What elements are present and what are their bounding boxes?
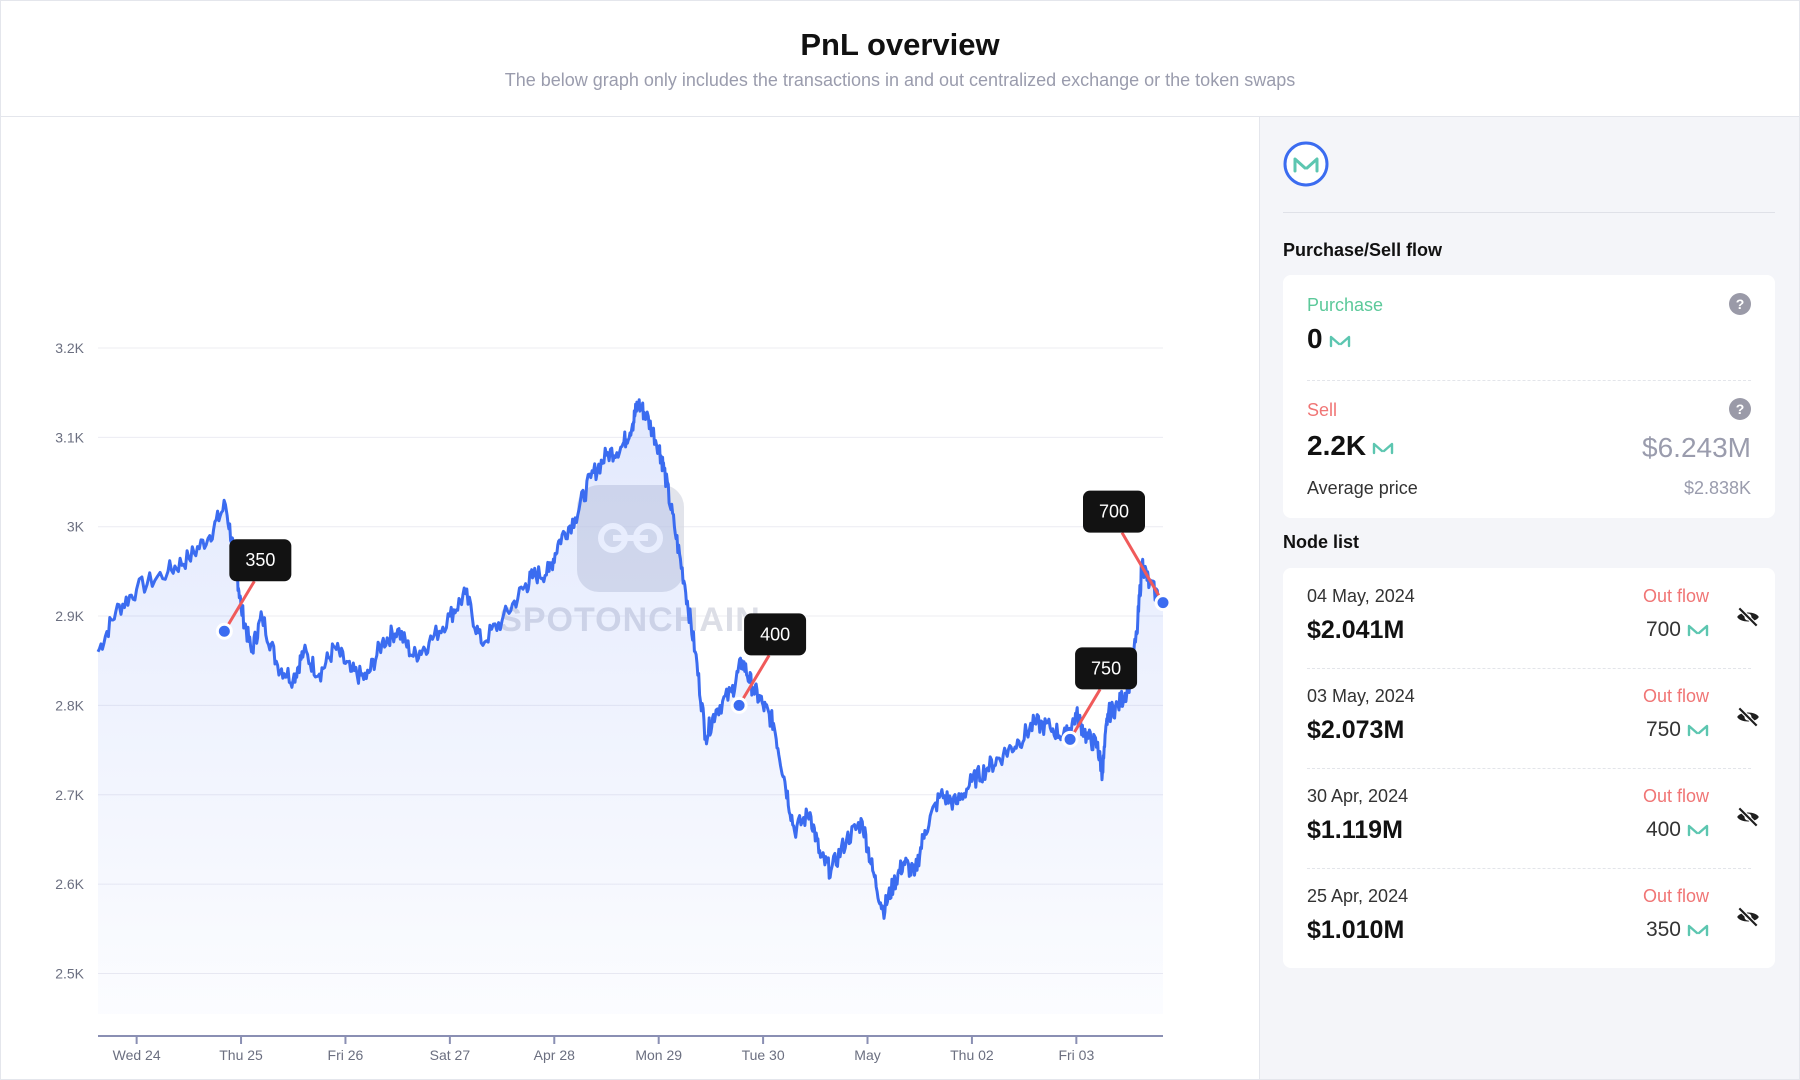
header: PnL overview The below graph only includ… (1, 1, 1799, 117)
node-item[interactable]: 03 May, 2024 $2.073M Out flow 750 (1283, 668, 1775, 768)
annotation-point[interactable] (730, 696, 748, 714)
node-usd: $2.041M (1307, 616, 1405, 644)
node-list-title: Node list (1283, 532, 1360, 552)
sell-value: 2.2K (1307, 430, 1394, 462)
y-tick-label: 3.1K (55, 429, 84, 445)
x-tick-label: Apr 28 (534, 1047, 575, 1063)
node-separator (1307, 868, 1751, 869)
y-tick-label: 3K (67, 519, 85, 535)
y-tick-label: 2.8K (55, 697, 84, 713)
pnl-chart[interactable]: 3.2K3.1K3K2.9K2.8K2.7K2.6K2.5KSPOTONCHAI… (1, 117, 1259, 1079)
side-panel: Purchase/Sell flow Purchase ? 0 Sell ? 2… (1260, 117, 1799, 1079)
node-usd: $2.073M (1307, 716, 1405, 744)
node-date: 30 Apr, 2024 (1307, 786, 1409, 806)
x-tick-label: Mon 29 (635, 1047, 682, 1063)
node-flow: Out flow (1642, 686, 1709, 706)
annotation-box (1083, 490, 1145, 533)
sell-amount: 2.2K (1307, 430, 1367, 461)
node-list-card: 04 May, 2024 $2.041M Out flow 700 03 May… (1283, 568, 1775, 968)
node-amount: 700 (1646, 618, 1709, 642)
hide-eye-icon[interactable] (1735, 604, 1761, 630)
y-tick-label: 3.2K (55, 340, 84, 356)
hide-eye-icon[interactable] (1735, 804, 1761, 830)
mkr-icon (1372, 442, 1394, 454)
x-tick-label: Thu 02 (950, 1047, 994, 1063)
annotation-label: 750 (1091, 658, 1121, 678)
annotation-label: 400 (760, 624, 790, 644)
node-flow: Out flow (1642, 886, 1709, 906)
x-tick-label: Fri 26 (328, 1047, 364, 1063)
node-flow: Out flow (1642, 586, 1709, 606)
node-amount-value: 350 (1645, 918, 1681, 941)
mkr-icon (1687, 825, 1709, 837)
node-amount-value: 700 (1645, 618, 1681, 641)
node-amount: 400 (1646, 818, 1709, 842)
mkr-icon (1687, 925, 1709, 937)
series-line (96, 398, 1165, 920)
node-date: 04 May, 2024 (1307, 586, 1415, 606)
x-tick-label: Sat 27 (430, 1047, 471, 1063)
node-separator (1307, 668, 1751, 669)
purchase-amount: 0 (1307, 323, 1323, 354)
y-tick-label: 2.6K (55, 876, 84, 892)
annotation-point[interactable] (1154, 594, 1172, 612)
maker-token-icon (1283, 141, 1329, 187)
node-usd: $1.010M (1307, 916, 1405, 944)
annotation-connector (1068, 688, 1102, 741)
average-price-label: Average price (1307, 478, 1418, 498)
y-tick-label: 2.9K (55, 608, 84, 624)
series-area (98, 399, 1163, 1014)
node-date: 03 May, 2024 (1307, 686, 1415, 706)
node-separator (1307, 768, 1751, 769)
x-tick-label: Wed 24 (113, 1047, 161, 1063)
sell-usd-value: $6.243M (1642, 432, 1751, 463)
mkr-icon (1687, 725, 1709, 737)
annotation-connector (737, 654, 771, 707)
annotation-label: 700 (1099, 502, 1129, 522)
node-amount-value: 750 (1645, 718, 1681, 741)
annotation-connector (1120, 531, 1165, 604)
node-item[interactable]: 04 May, 2024 $2.041M Out flow 700 (1283, 568, 1775, 668)
mkr-icon (1329, 335, 1350, 347)
mkr-icon (1687, 625, 1709, 637)
x-tick-label: Thu 25 (219, 1047, 263, 1063)
x-tick-label: Tue 30 (742, 1047, 785, 1063)
flow-card: Purchase ? 0 Sell ? 2.2K $6.243M Average… (1283, 275, 1775, 518)
node-amount-value: 400 (1645, 818, 1681, 841)
y-tick-label: 2.5K (55, 965, 84, 981)
flow-section-title: Purchase/Sell flow (1283, 240, 1443, 260)
annotation-label: 350 (245, 550, 275, 570)
x-tick-label: May (854, 1047, 880, 1063)
node-item[interactable]: 25 Apr, 2024 $1.010M Out flow 350 (1283, 868, 1775, 968)
annotation-connector (223, 580, 256, 633)
purchase-help-icon[interactable]: ? (1729, 293, 1751, 315)
panel-divider (1283, 212, 1775, 213)
hide-eye-icon[interactable] (1735, 904, 1761, 930)
node-flow: Out flow (1642, 786, 1709, 806)
node-item[interactable]: 30 Apr, 2024 $1.119M Out flow 400 (1283, 768, 1775, 868)
annotation-box (744, 613, 807, 656)
y-tick-label: 2.7K (55, 787, 84, 803)
sell-label: Sell (1307, 400, 1338, 420)
annotation-point[interactable] (215, 622, 233, 640)
chart-area: 3.2K3.1K3K2.9K2.8K2.7K2.6K2.5KSPOTONCHAI… (1, 117, 1260, 1079)
flow-separator (1307, 380, 1751, 381)
annotation-box (229, 539, 292, 582)
average-price-value: $2.838K (1683, 478, 1751, 498)
annotation-point[interactable] (1061, 730, 1079, 748)
hide-eye-icon[interactable] (1735, 704, 1761, 730)
purchase-label: Purchase (1307, 295, 1384, 315)
annotation-box (1075, 647, 1138, 690)
node-amount: 750 (1646, 718, 1709, 742)
page-subtitle: The below graph only includes the transa… (504, 70, 1296, 90)
node-usd: $1.119M (1307, 816, 1403, 844)
sell-help-icon[interactable]: ? (1729, 398, 1751, 420)
page-title: PnL overview (800, 27, 1000, 62)
node-amount: 350 (1646, 918, 1709, 942)
node-date: 25 Apr, 2024 (1307, 886, 1409, 906)
purchase-value: 0 (1307, 323, 1351, 355)
x-tick-label: Fri 03 (1058, 1047, 1094, 1063)
